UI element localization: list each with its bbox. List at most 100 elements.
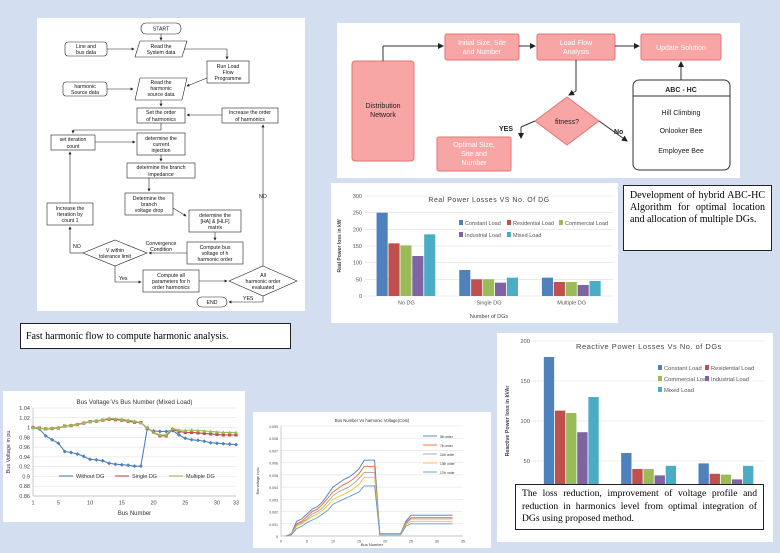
harmonic-voltage-xtick: 20	[383, 540, 387, 544]
fc-read-harm-l3: source data	[147, 92, 174, 98]
reactive-power-legend-swatch	[658, 365, 662, 370]
bus-voltage-point	[183, 428, 188, 433]
fc-cur-inj-l1: determine the	[145, 136, 177, 142]
harmonic-voltage-xtick: 5	[306, 540, 308, 544]
bus-voltage-point	[183, 430, 187, 435]
abc-no: No	[614, 129, 623, 136]
real-power-bar	[483, 279, 495, 296]
harmonic-voltage-xtick: 0	[280, 540, 282, 544]
harmonic-voltage-panel: Bus Number Vs harmonic Voltage(Cost) 0 0.0…	[253, 412, 491, 548]
real-power-bar	[589, 281, 601, 296]
bus-voltage-point	[138, 420, 143, 425]
abc-hc-diagram: Distribution Network Initial Size, Site …	[351, 33, 731, 172]
harmonic-voltage-xtick: 35	[461, 540, 465, 544]
fc-no-left: NO	[73, 244, 81, 250]
bus-voltage-point	[228, 433, 232, 437]
fc-cur-inj-l3: injection	[151, 148, 170, 154]
bus-voltage-point	[126, 418, 131, 422]
reactive-power-title: Reactive Power Losses Vs No. of DGs	[576, 342, 722, 351]
result-caption: The loss reduction, improvement of volta…	[515, 484, 764, 530]
fc-inc-iter-l1: Increase the	[56, 206, 85, 212]
reactive-power-ytick: 150	[520, 379, 530, 385]
employee-bee: Employee Bee	[658, 148, 704, 155]
onlooker-bee: Onlooker Bee	[660, 128, 703, 135]
bus-voltage-ytick: 0.96	[19, 445, 30, 451]
bus-voltage-point	[100, 458, 105, 463]
real-power-category: No DG	[398, 301, 415, 307]
fc-cap-l1: Compute all	[157, 273, 185, 279]
optimal-l3: Number	[462, 160, 488, 167]
real-power-legend-swatch	[507, 232, 511, 237]
bus-voltage-point	[88, 457, 93, 462]
harmonic-voltage-legend-label: 5th order	[440, 435, 454, 439]
bus-voltage-point	[75, 422, 80, 426]
reactive-power-legend-label: Residential Load	[711, 366, 754, 372]
bus-voltage-point	[227, 442, 232, 447]
real-power-category: Single DG	[476, 301, 501, 307]
harmonic-voltage-ytick: 0.001	[269, 523, 278, 527]
reactive-power-legend-label: Commercial Load	[664, 377, 709, 383]
harmonic-voltage-series-line	[286, 459, 453, 537]
fc-read-harm-l1: Read the	[150, 80, 171, 86]
fc-branch-imp-l1: determine the branch	[136, 165, 185, 171]
fc-inc-order-l1: Increase the order	[229, 110, 271, 116]
bus-voltage-point	[196, 431, 200, 435]
bus-voltage-point	[202, 439, 207, 444]
bus-voltage-point	[132, 464, 137, 469]
real-power-legend-swatch	[559, 220, 563, 225]
bus-voltage-point	[107, 461, 112, 466]
fc-bvd-l2: branch	[141, 202, 157, 208]
fc-vwt-l1: V within	[106, 248, 124, 254]
real-power-bar	[494, 282, 507, 296]
bus-voltage-ytick: 0.88	[19, 484, 30, 490]
real-power-ytick: 200	[353, 227, 362, 233]
fc-harm-src-l1: harmonic	[74, 84, 96, 90]
real-power-bar	[506, 277, 518, 296]
bus-voltage-point	[113, 462, 118, 467]
fc-ha-l1: determine the	[199, 213, 231, 219]
bus-voltage-point	[209, 432, 213, 436]
bus-voltage-point	[132, 419, 137, 423]
fc-conv-l1: Convergence	[146, 241, 177, 247]
distribution-network-box	[351, 60, 415, 162]
reactive-power-ytick: 200	[520, 339, 530, 345]
abc-yes: YES	[499, 126, 513, 133]
harmonic-voltage-ytick: 0.002	[269, 511, 278, 515]
real-power-legend-label: Constant Load	[465, 221, 501, 227]
bus-voltage-legend-label: Single DG	[132, 474, 157, 480]
fc-end-label: END	[207, 300, 218, 306]
fc-bvd-l3: voltage drop	[135, 208, 164, 214]
fc-ha-l2: [HA] & [HLF]	[200, 219, 230, 225]
bus-voltage-point	[100, 417, 105, 422]
harmonic-voltage-legend-label: 17th order	[440, 471, 455, 475]
bus-voltage-point	[214, 429, 219, 434]
bus-voltage-point	[119, 417, 124, 421]
real-power-legend-swatch	[459, 220, 463, 225]
fc-read-system-l2: System data	[147, 50, 176, 56]
bus-voltage-point	[221, 441, 226, 446]
fc-branch-impedance	[126, 162, 196, 179]
fc-read-system	[134, 40, 188, 58]
real-power-legend-label: Residential Load	[513, 221, 554, 227]
real-power-bar	[412, 256, 424, 296]
harmonic-voltage-title: Bus Number Vs harmonic Voltage(Cost)	[335, 418, 410, 423]
bus-voltage-point	[50, 437, 55, 442]
real-power-legend-label: Industrial Load	[465, 233, 501, 239]
bus-voltage-xtick: 15	[119, 501, 125, 507]
fc-no-right: NO	[259, 194, 267, 200]
bus-voltage-point	[56, 441, 61, 446]
fc-line-bus-l2: bus data	[76, 50, 96, 56]
load-flow-l1: Load Flow	[560, 40, 593, 47]
bus-voltage-point	[215, 432, 219, 436]
fc-start-label: START	[153, 27, 170, 33]
real-power-legend-label: Commercial Load	[565, 221, 608, 227]
load-flow-l2: Analysis	[563, 49, 590, 56]
harmonic-voltage-xtick: 30	[435, 540, 439, 544]
bus-voltage-point	[189, 430, 194, 435]
bus-voltage-point	[195, 438, 200, 443]
real-power-panel: Real Power Losses VS No. Of DG 0 50 100 150 2…	[331, 183, 618, 323]
harmonic-voltage-series-line	[286, 465, 453, 537]
reactive-power-bar	[743, 465, 754, 501]
bus-voltage-point	[227, 430, 232, 435]
fc-inc-iter-l3: count 1	[61, 218, 78, 224]
